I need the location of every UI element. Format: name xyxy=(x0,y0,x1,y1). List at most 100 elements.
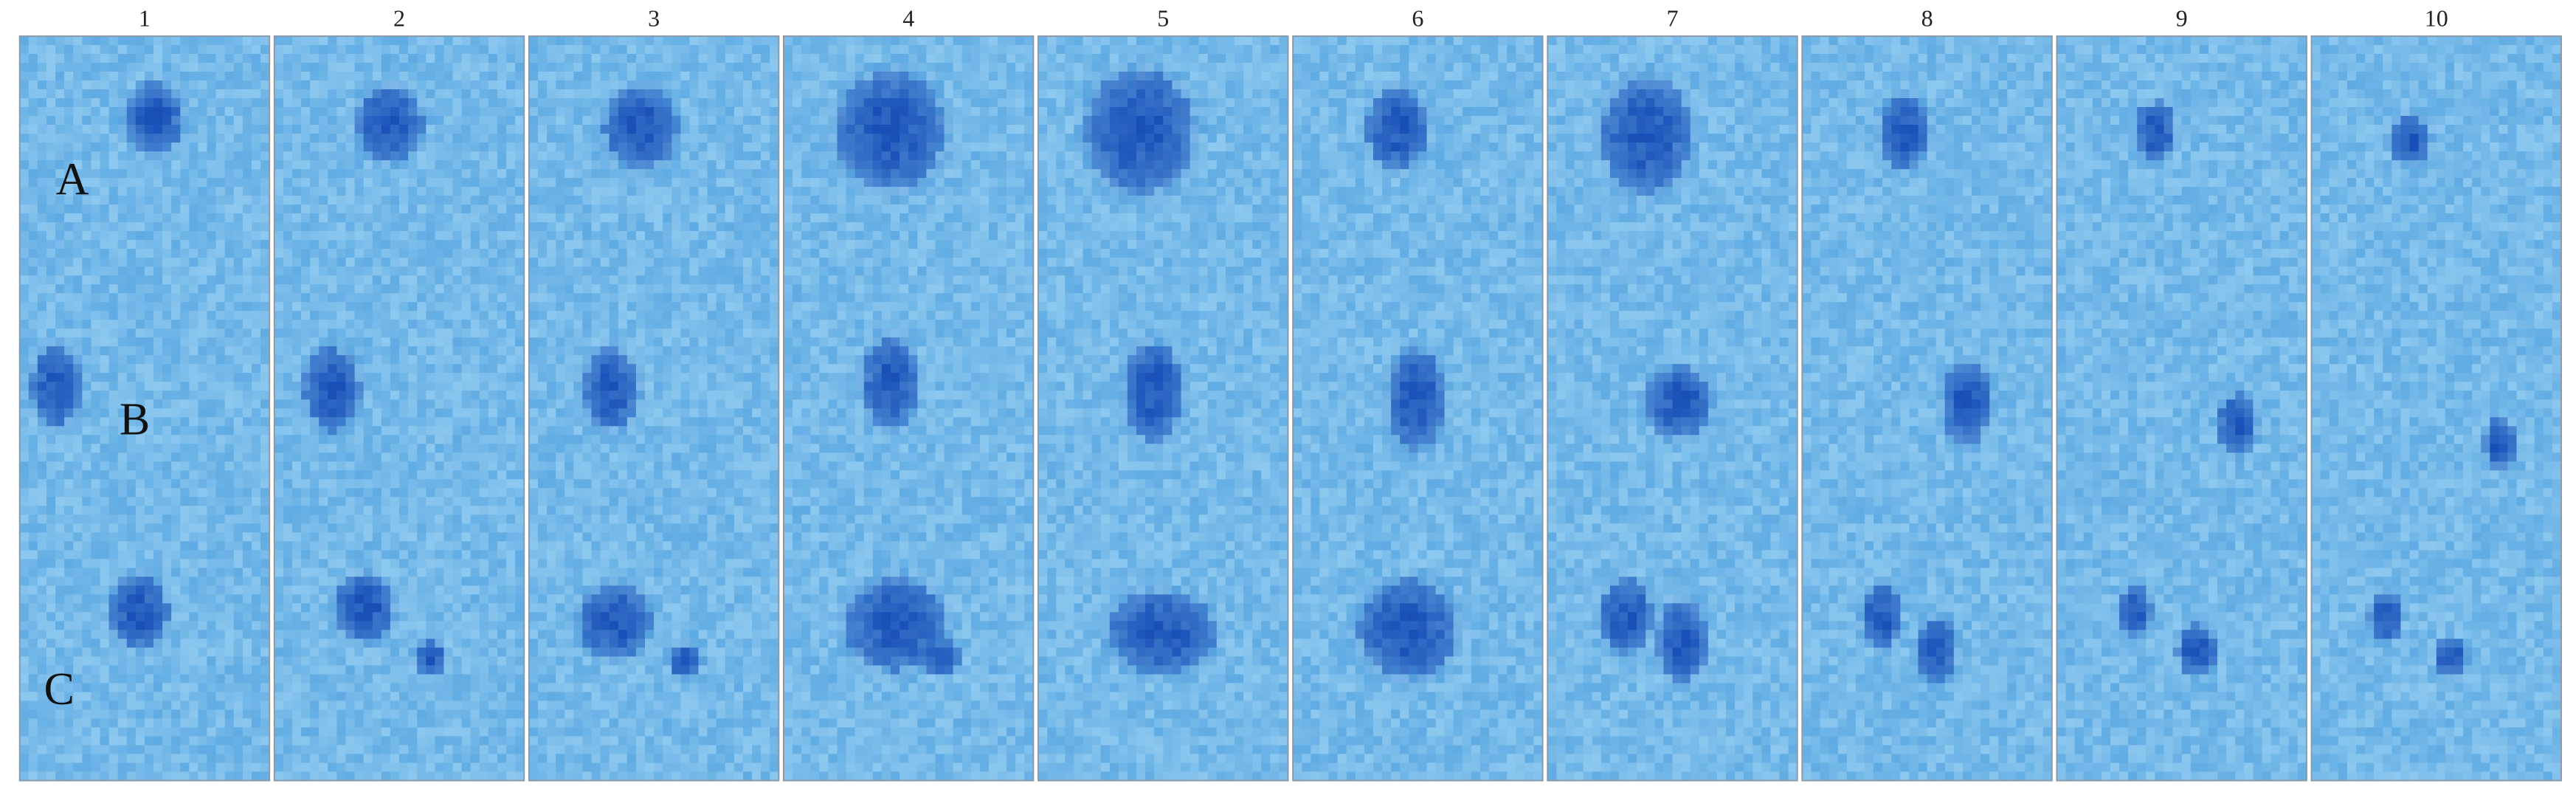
pixel xyxy=(372,169,382,179)
pixel xyxy=(37,523,47,533)
pixel xyxy=(91,585,101,595)
pixel xyxy=(260,275,270,285)
pixel xyxy=(207,63,217,72)
pixel xyxy=(319,125,328,134)
pixel xyxy=(260,603,270,613)
pixel xyxy=(252,63,261,72)
pixel xyxy=(233,311,244,320)
pixel xyxy=(252,373,261,382)
pixel xyxy=(328,328,337,338)
pixel xyxy=(381,249,391,258)
pixel xyxy=(635,116,646,125)
pixel xyxy=(64,674,74,684)
pixel xyxy=(82,426,91,435)
pixel xyxy=(336,98,347,108)
pixel xyxy=(363,514,373,524)
pixel xyxy=(443,63,454,72)
pixel xyxy=(135,116,145,125)
pixel xyxy=(180,523,190,533)
pixel xyxy=(215,497,226,506)
pixel xyxy=(310,612,320,621)
pixel xyxy=(372,532,382,542)
pixel xyxy=(274,762,284,773)
pixel xyxy=(46,426,56,435)
pixel xyxy=(417,568,427,577)
pixel xyxy=(37,249,47,258)
pixel xyxy=(126,506,137,515)
pixel xyxy=(144,709,154,720)
pixel xyxy=(328,293,337,303)
pixel xyxy=(135,134,145,143)
pixel xyxy=(618,107,628,117)
pixel xyxy=(91,444,101,453)
pixel xyxy=(55,630,65,639)
pixel xyxy=(180,683,190,693)
pixel xyxy=(408,408,418,418)
pixel xyxy=(461,213,472,223)
pixel xyxy=(46,435,56,444)
pixel xyxy=(319,488,328,497)
pixel xyxy=(417,585,427,595)
pixel xyxy=(46,213,56,223)
pixel xyxy=(556,36,565,46)
pixel xyxy=(443,523,454,533)
pixel xyxy=(153,390,163,400)
pixel xyxy=(73,373,83,382)
pixel xyxy=(435,594,445,604)
pixel xyxy=(443,178,454,187)
pixel xyxy=(408,178,418,187)
pixel xyxy=(381,745,391,755)
pixel xyxy=(390,576,400,586)
pixel xyxy=(153,762,163,773)
pixel xyxy=(19,585,30,595)
pixel xyxy=(292,479,302,489)
pixel xyxy=(198,36,208,46)
pixel xyxy=(390,45,400,55)
pixel xyxy=(417,169,427,179)
pixel xyxy=(417,196,427,205)
pixel xyxy=(100,550,110,559)
pixel xyxy=(162,204,172,214)
pixel xyxy=(399,435,409,444)
pixel xyxy=(73,709,83,720)
pixel xyxy=(162,231,172,241)
pixel xyxy=(461,258,472,267)
pixel xyxy=(215,275,226,285)
pixel xyxy=(390,523,400,533)
pixel xyxy=(91,559,101,568)
pixel xyxy=(452,452,463,462)
pixel xyxy=(354,754,365,764)
pixel xyxy=(426,630,435,639)
pixel xyxy=(82,479,91,489)
pixel xyxy=(171,692,181,702)
pixel xyxy=(19,151,30,161)
pixel xyxy=(37,488,47,497)
pixel xyxy=(260,54,270,63)
pixel xyxy=(390,718,400,729)
pixel xyxy=(64,417,74,427)
pixel xyxy=(224,594,235,604)
pixel xyxy=(461,426,472,435)
pixel xyxy=(274,293,284,303)
pixel xyxy=(319,674,328,684)
pixel xyxy=(100,45,110,55)
pixel xyxy=(390,603,400,613)
pixel xyxy=(260,470,270,480)
pixel xyxy=(198,532,208,542)
pixel xyxy=(470,258,480,267)
pixel xyxy=(55,603,65,613)
pixel xyxy=(452,532,463,542)
pixel xyxy=(252,497,261,506)
pixel xyxy=(252,444,261,453)
pixel xyxy=(310,302,320,311)
pixel xyxy=(417,213,427,223)
pixel xyxy=(126,275,137,285)
pixel xyxy=(363,585,373,595)
pixel xyxy=(470,727,480,737)
pixel xyxy=(381,541,391,551)
pixel xyxy=(399,275,409,285)
pixel xyxy=(135,559,145,568)
pixel xyxy=(573,63,583,72)
pixel xyxy=(153,408,163,418)
pixel xyxy=(37,762,47,773)
